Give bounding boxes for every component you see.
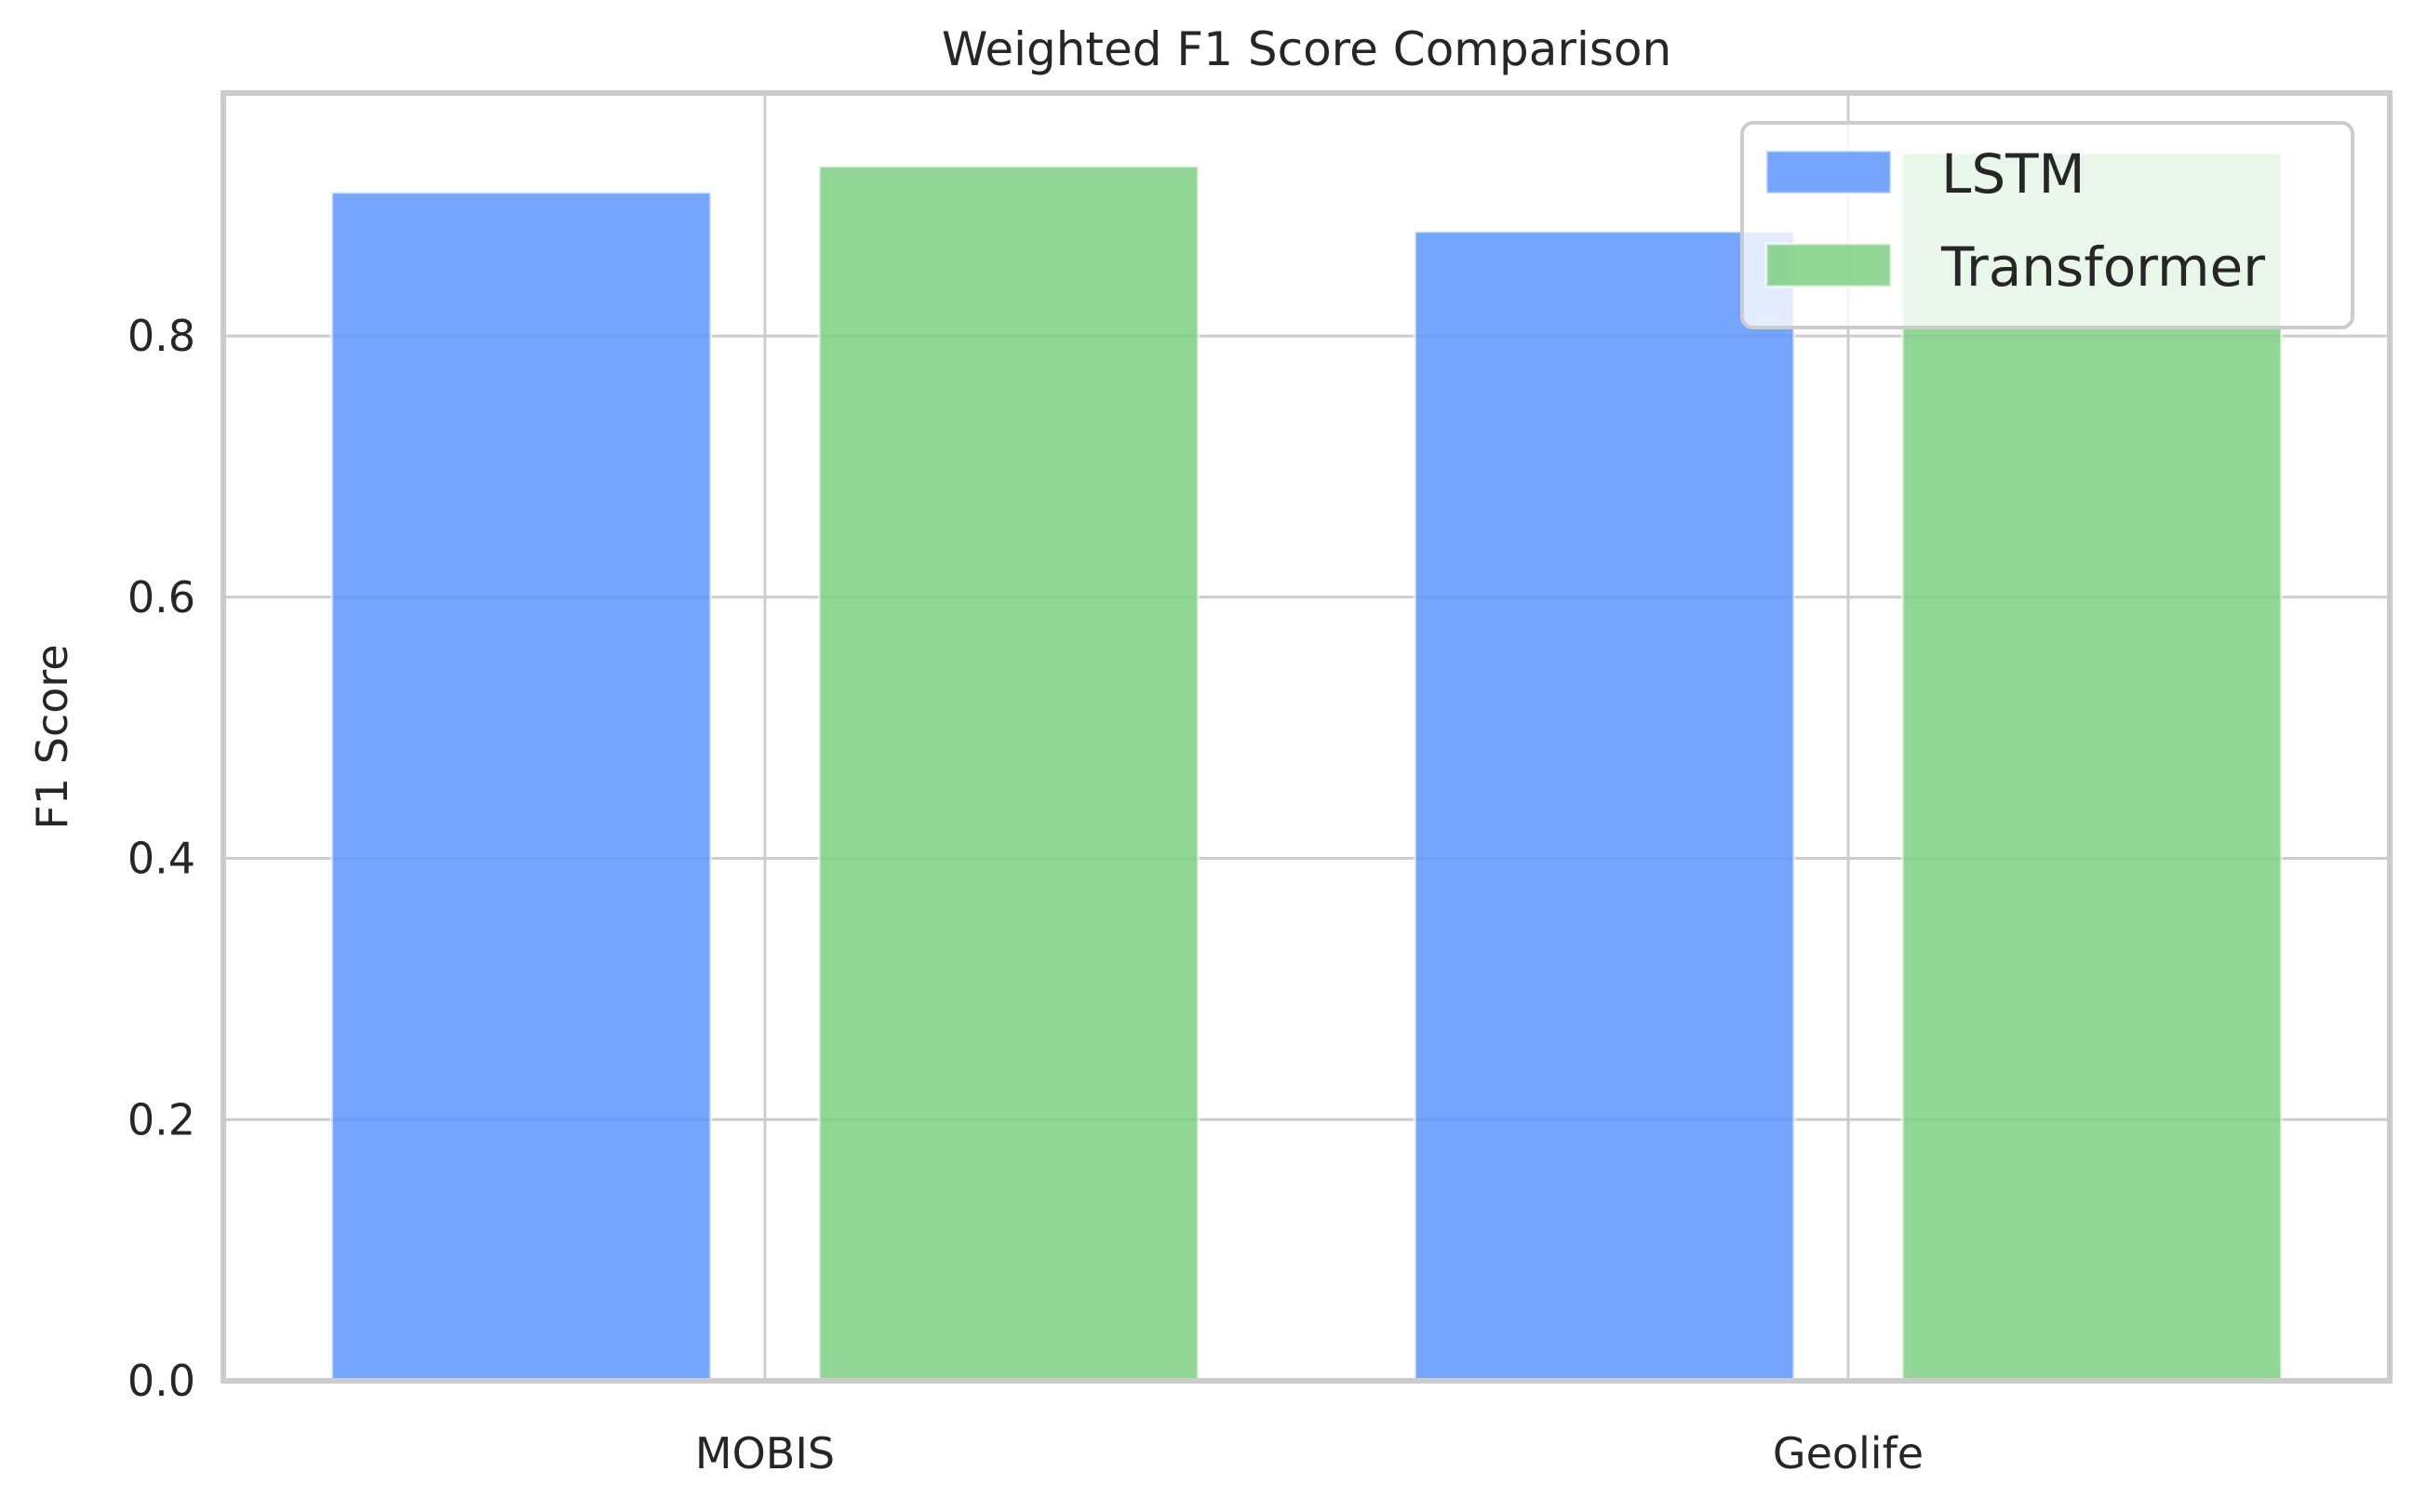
y-tick-label: 0.8 [127, 311, 195, 361]
x-tick-label: MOBIS [695, 1428, 835, 1479]
y-tick-label: 0.4 [127, 834, 195, 884]
bar-lstm-geolife [1413, 230, 1796, 1383]
axis-ticks: 0.0 0.2 0.4 0.6 0.8 MOBIS Geolife [127, 311, 1924, 1479]
bar-transformer-mobis [817, 165, 1200, 1383]
chart-title: Weighted F1 Score Comparison [942, 22, 1671, 76]
y-tick-label: 0.0 [127, 1356, 195, 1406]
legend-label-transformer: Transformer [1940, 235, 2265, 299]
legend-swatch-transformer [1764, 242, 1893, 288]
x-tick-label: Geolife [1773, 1428, 1924, 1479]
y-tick-label: 0.6 [127, 572, 195, 622]
legend: LSTM Transformer [1740, 121, 2354, 329]
legend-swatch-lstm [1764, 149, 1893, 195]
bar-lstm-mobis [329, 191, 713, 1383]
legend-box [1740, 121, 2354, 329]
y-tick-label: 0.2 [127, 1094, 195, 1144]
plot-frame [221, 90, 2393, 1384]
y-axis-label: F1 Score [27, 644, 77, 829]
legend-label-lstm: LSTM [1941, 142, 2085, 206]
bar-transformer-geolife [1900, 152, 2284, 1383]
